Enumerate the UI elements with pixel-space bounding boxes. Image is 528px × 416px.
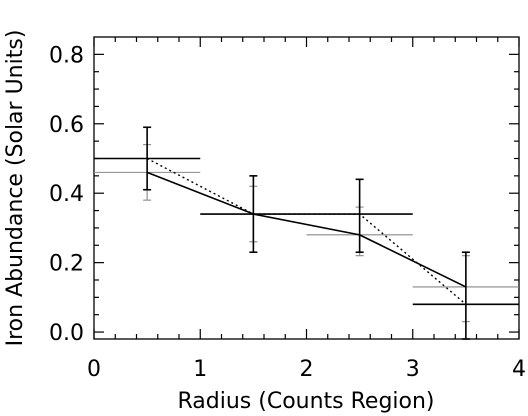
solid-trend-line — [146, 171, 467, 288]
y-tick-label: 0.6 — [49, 113, 84, 138]
y-tick-label: 0.8 — [49, 43, 84, 68]
chart-marks — [94, 126, 519, 340]
black-error-point — [306, 178, 413, 254]
x-tick-label: 0 — [87, 357, 101, 382]
black-error-point — [412, 251, 519, 340]
tick-labels: 0 1 2 3 4 0.0 0.2 0.4 0.6 0.8 — [49, 43, 526, 382]
y-tick-label: 0.2 — [49, 252, 84, 277]
y-tick-label: 0.4 — [49, 182, 84, 207]
y-axis-label: Iron Abundance (Solar Units) — [3, 30, 28, 347]
plot-frame — [93, 36, 520, 340]
axis-ticks — [93, 37, 520, 339]
x-tick-label: 4 — [512, 357, 526, 382]
x-tick-label: 2 — [300, 357, 314, 382]
dotted-trend-line — [146, 157, 467, 305]
x-axis-label: Radius (Counts Region) — [177, 389, 434, 414]
x-tick-label: 1 — [193, 357, 207, 382]
y-tick-label: 0.0 — [49, 321, 84, 346]
x-tick-label: 3 — [406, 357, 420, 382]
